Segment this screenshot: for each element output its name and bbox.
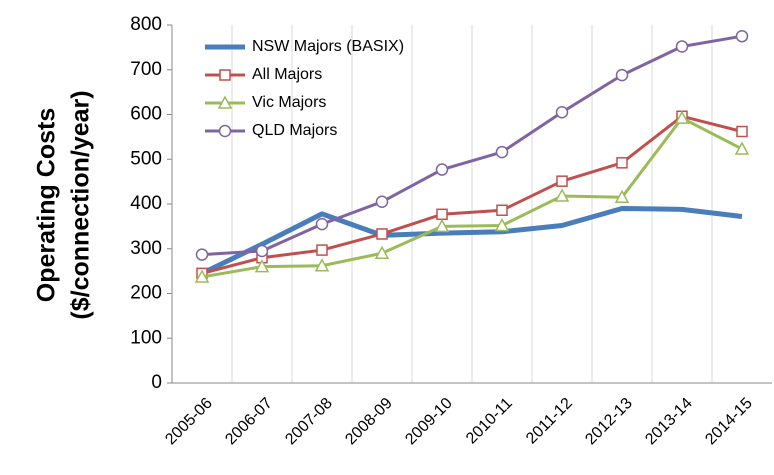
marker [255, 244, 269, 258]
x-tick-label: 2005-06 [162, 395, 216, 449]
x-tick-label: 2012-13 [582, 395, 636, 449]
marker [254, 259, 270, 273]
marker [315, 217, 329, 231]
marker [556, 175, 568, 187]
x-tick-label: 2006-07 [222, 395, 276, 449]
legend-label: NSW Majors (BASIX) [252, 38, 404, 55]
legend-label: QLD Majors [252, 122, 337, 139]
x-tick-label: 2007-08 [282, 395, 336, 449]
y-tick-label: 300 [130, 238, 162, 259]
y-tick-label: 0 [151, 372, 162, 393]
marker [675, 40, 689, 53]
marker [194, 269, 210, 283]
y-tick-label: 800 [130, 14, 162, 35]
series-line [201, 116, 743, 279]
marker [734, 141, 750, 155]
x-tick-label: 2009-10 [402, 395, 456, 449]
legend-label: Vic Majors [252, 94, 326, 111]
series-line [200, 205, 743, 276]
marker [374, 245, 390, 259]
marker [614, 189, 630, 204]
x-tick-label: 2010-11 [463, 395, 516, 448]
y-axis-label: ($/connection/year) [67, 90, 95, 319]
y-tick-label: 600 [130, 104, 162, 125]
marker [314, 258, 330, 272]
x-tick-label: 2011-12 [523, 395, 576, 448]
marker [496, 204, 508, 217]
marker [554, 188, 570, 202]
legend-label: All Majors [252, 66, 322, 83]
marker [615, 68, 629, 82]
marker [217, 95, 233, 109]
y-tick-label: 700 [130, 59, 162, 80]
marker [735, 29, 749, 43]
marker [555, 106, 569, 119]
y-tick-label: 200 [130, 283, 162, 304]
x-tick-label: 2008-09 [342, 395, 396, 449]
marker [436, 208, 448, 221]
y-tick-label: 500 [130, 148, 162, 169]
marker [434, 218, 450, 233]
marker [435, 163, 449, 176]
series-line [201, 34, 743, 257]
marker [219, 69, 231, 81]
marker [316, 244, 328, 256]
marker [375, 195, 389, 209]
marker [494, 217, 510, 232]
marker [736, 125, 748, 138]
marker [616, 157, 628, 169]
y-tick-label: 400 [130, 193, 162, 214]
marker [495, 145, 509, 159]
marker [195, 248, 209, 261]
marker [674, 110, 690, 124]
x-tick-label: 2013-14 [642, 395, 696, 449]
series-line [201, 114, 743, 275]
marker [376, 228, 388, 240]
x-tick-label: 2014-15 [702, 395, 756, 449]
y-tick-label: 100 [130, 327, 162, 348]
marker [218, 124, 232, 138]
y-axis-label: Operating Costs [33, 108, 61, 302]
